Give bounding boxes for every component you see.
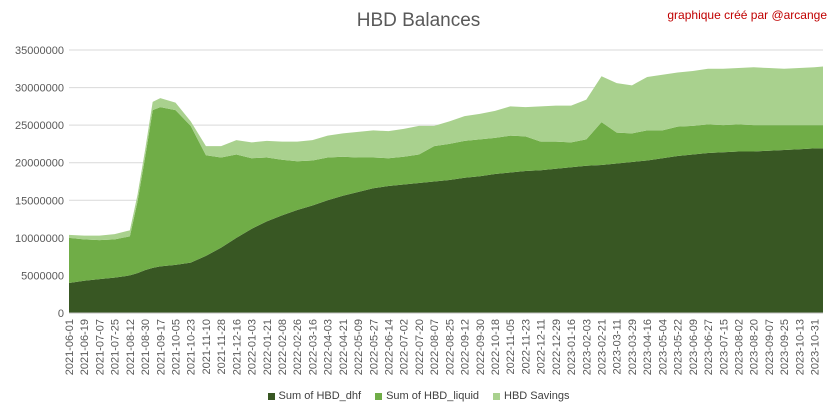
area-hbd-liquid [69, 107, 823, 283]
x-tick-label: 2022-08-25 [444, 319, 456, 375]
x-tick-label: 2023-05-04 [657, 319, 669, 375]
legend-label-hbd-dhf: Sum of HBD_dhf [278, 390, 362, 402]
chart-legend: Sum of HBD_dhf Sum of HBD_liquid HBD Sav… [0, 390, 837, 402]
x-tick-label: 2021-06-01 [64, 319, 76, 375]
area-hbd-savings [69, 66, 823, 241]
x-tick-label: 2022-11-23 [520, 319, 532, 374]
x-tick-label: 2022-05-27 [368, 319, 380, 375]
x-tick-label: 2021-08-12 [125, 319, 137, 375]
y-tick-label: 15000000 [15, 195, 64, 207]
y-tick-label: 30000000 [15, 83, 64, 95]
x-tick-label: 2023-08-02 [733, 319, 745, 375]
area-hbd-dhf [69, 148, 823, 313]
x-tick-label: 2022-02-26 [292, 319, 304, 375]
legend-label-hbd-savings: HBD Savings [504, 390, 570, 402]
x-tick-label: 2022-07-20 [414, 319, 426, 375]
legend-item-hbd-dhf: Sum of HBD_dhf [267, 390, 362, 402]
x-tick-label: 2023-09-07 [764, 319, 776, 375]
x-tick-label: 2023-08-20 [749, 319, 761, 375]
x-tick-label: 2022-01-03 [247, 319, 259, 375]
x-tick-label: 2023-09-25 [779, 319, 791, 375]
y-tick-label: 20000000 [15, 158, 64, 170]
x-tick-label: 2022-09-30 [475, 319, 487, 375]
x-tick-label: 2022-08-07 [429, 319, 441, 375]
legend-swatch-hbd-savings [493, 392, 501, 400]
x-tick-label: 2021-10-23 [186, 319, 198, 375]
x-tick-label: 2023-06-09 [688, 319, 700, 375]
x-tick-label: 2021-10-05 [171, 319, 183, 375]
legend-label-hbd-liquid: Sum of HBD_liquid [386, 390, 480, 402]
x-tick-label: 2023-07-15 [718, 319, 730, 375]
x-tick-label: 2023-02-21 [597, 319, 609, 375]
x-tick-label: 2023-03-29 [627, 319, 639, 375]
x-tick-label: 2021-06-19 [79, 319, 91, 375]
x-tick-label: 2022-01-21 [262, 319, 274, 375]
x-tick-label: 2023-10-13 [794, 319, 806, 375]
chart-credit: graphique créé par @arcange [667, 8, 827, 22]
y-tick-label: 0 [58, 308, 64, 320]
y-tick-label: 35000000 [15, 45, 64, 57]
y-tick-label: 25000000 [15, 120, 64, 132]
x-tick-label: 2021-07-25 [110, 319, 122, 375]
legend-swatch-hbd-liquid [375, 392, 383, 400]
x-tick-label: 2021-08-30 [140, 319, 152, 375]
x-tick-label: 2022-06-14 [384, 319, 396, 375]
x-tick-label: 2023-10-31 [810, 319, 822, 375]
y-tick-label: 5000000 [21, 270, 64, 282]
x-tick-label: 2023-04-16 [642, 319, 654, 375]
x-tick-label: 2021-11-28 [216, 319, 228, 374]
legend-swatch-hbd-dhf [267, 392, 275, 400]
x-tick-label: 2022-09-12 [460, 319, 472, 375]
x-tick-label: 2021-11-10 [201, 319, 213, 374]
x-tick-label: 2023-02-03 [581, 319, 593, 375]
x-tick-label: 2023-01-16 [566, 319, 578, 375]
x-tick-label: 2022-04-21 [338, 319, 350, 375]
x-tick-label: 2022-10-18 [490, 319, 502, 375]
x-tick-label: 2022-02-08 [277, 319, 289, 375]
x-tick-label: 2022-12-11 [536, 319, 548, 374]
x-tick-label: 2023-05-22 [673, 319, 685, 375]
x-tick-label: 2022-05-09 [353, 319, 365, 375]
x-tick-label: 2021-07-07 [94, 319, 106, 375]
legend-item-hbd-liquid: Sum of HBD_liquid [375, 390, 479, 402]
x-tick-label: 2022-07-02 [399, 319, 411, 375]
x-tick-label: 2023-03-11 [612, 319, 624, 374]
x-tick-label: 2022-04-03 [323, 319, 335, 375]
chart-title: HBD Balances [356, 10, 481, 31]
x-tick-label: 2021-09-17 [155, 319, 167, 375]
x-tick-label: 2022-11-05 [505, 319, 517, 374]
x-tick-label: 2023-06-27 [703, 319, 715, 375]
y-tick-label: 10000000 [15, 233, 64, 245]
x-tick-label: 2021-12-16 [231, 319, 243, 375]
x-tick-label: 2022-12-29 [551, 319, 563, 375]
x-tick-label: 2022-03-16 [307, 319, 319, 375]
legend-item-hbd-savings: HBD Savings [493, 390, 569, 402]
